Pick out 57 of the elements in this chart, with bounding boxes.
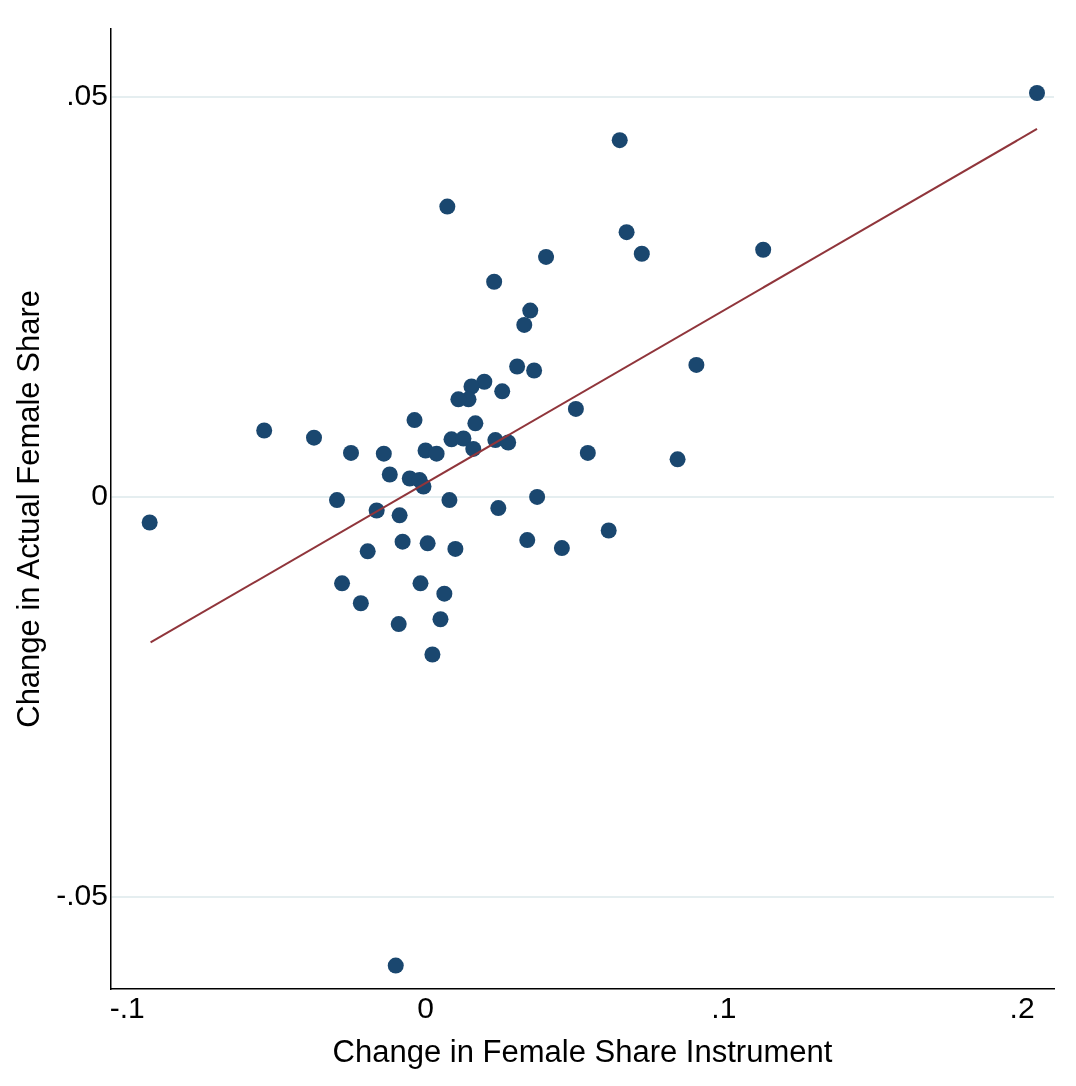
x-tick-label: -.1 bbox=[109, 991, 145, 1025]
point bbox=[553, 540, 570, 557]
point bbox=[390, 616, 407, 633]
point bbox=[600, 522, 617, 539]
point bbox=[467, 415, 484, 432]
point bbox=[375, 445, 392, 462]
point bbox=[618, 224, 635, 241]
point bbox=[352, 595, 369, 612]
x-axis-title: Change in Female Share Instrument bbox=[332, 1033, 833, 1069]
point bbox=[567, 400, 584, 417]
point bbox=[519, 532, 536, 549]
point bbox=[334, 575, 351, 592]
point bbox=[755, 241, 772, 258]
point bbox=[381, 466, 398, 483]
point bbox=[522, 302, 539, 319]
point bbox=[432, 611, 449, 628]
point bbox=[526, 362, 543, 379]
y-tick-label: -.05 bbox=[56, 878, 108, 912]
point bbox=[441, 492, 458, 509]
y-tick-label: .05 bbox=[66, 78, 108, 112]
point bbox=[455, 430, 472, 447]
y-tick-label: 0 bbox=[91, 478, 108, 512]
point bbox=[633, 245, 650, 262]
point bbox=[490, 500, 507, 517]
point bbox=[1029, 84, 1045, 101]
point bbox=[256, 422, 273, 439]
y-axis-title: Change in Actual Female Share bbox=[11, 290, 47, 728]
point bbox=[509, 358, 526, 375]
point bbox=[611, 132, 628, 149]
point bbox=[394, 533, 411, 550]
point bbox=[419, 535, 436, 552]
point bbox=[428, 445, 445, 462]
point bbox=[328, 492, 345, 509]
point bbox=[359, 543, 376, 560]
point bbox=[529, 488, 546, 505]
point bbox=[516, 316, 533, 333]
point bbox=[436, 585, 453, 602]
point bbox=[447, 540, 464, 557]
point bbox=[306, 429, 323, 446]
point bbox=[391, 507, 408, 524]
point bbox=[476, 373, 493, 390]
point bbox=[343, 444, 359, 461]
point bbox=[688, 356, 705, 373]
point bbox=[141, 514, 158, 531]
point bbox=[579, 444, 596, 461]
point bbox=[669, 451, 686, 468]
point bbox=[424, 646, 441, 663]
point bbox=[494, 383, 511, 400]
point bbox=[406, 412, 423, 429]
point bbox=[439, 198, 456, 215]
point bbox=[486, 273, 503, 290]
point bbox=[387, 957, 404, 974]
x-tick-label: 0 bbox=[417, 991, 434, 1025]
x-tick-label: .1 bbox=[711, 991, 737, 1025]
point bbox=[412, 575, 429, 592]
x-tick-label: .2 bbox=[1009, 991, 1035, 1025]
point bbox=[538, 248, 555, 265]
